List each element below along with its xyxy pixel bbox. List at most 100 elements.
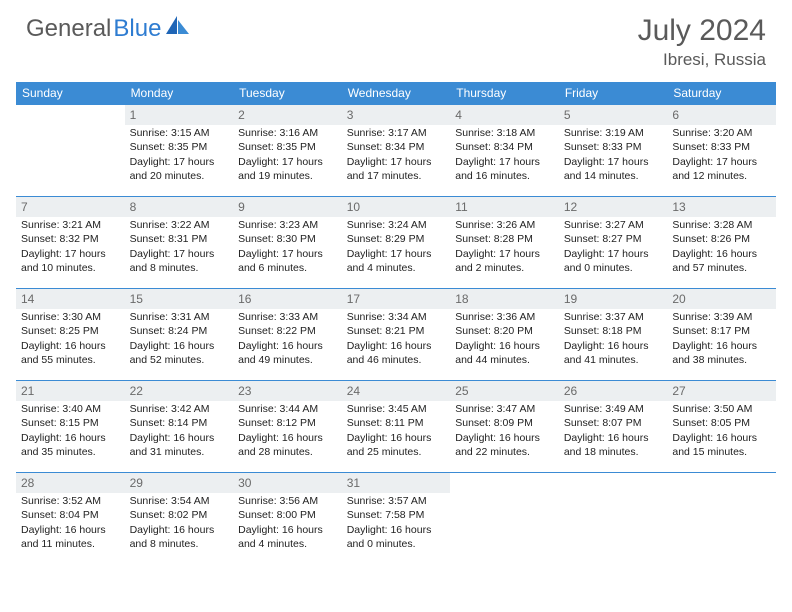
sunset-line: Sunset: 8:22 PM	[238, 324, 337, 338]
calendar-header-row: SundayMondayTuesdayWednesdayThursdayFrid…	[16, 82, 776, 105]
daylight-line: Daylight: 16 hours and 57 minutes.	[672, 247, 771, 275]
weekday-header: Wednesday	[342, 82, 451, 105]
sunrise-line: Sunrise: 3:24 AM	[347, 218, 446, 232]
sunset-line: Sunset: 8:33 PM	[564, 140, 663, 154]
day-number: 29	[125, 473, 234, 493]
sunrise-line: Sunrise: 3:33 AM	[238, 310, 337, 324]
day-details: Sunrise: 3:45 AMSunset: 8:11 PMDaylight:…	[342, 401, 451, 459]
sunset-line: Sunset: 8:29 PM	[347, 232, 446, 246]
sunset-line: Sunset: 8:15 PM	[21, 416, 120, 430]
sunset-line: Sunset: 8:28 PM	[455, 232, 554, 246]
calendar-week-row: 7Sunrise: 3:21 AMSunset: 8:32 PMDaylight…	[16, 197, 776, 289]
sunrise-line: Sunrise: 3:31 AM	[130, 310, 229, 324]
sunset-line: Sunset: 8:35 PM	[130, 140, 229, 154]
sunset-line: Sunset: 8:24 PM	[130, 324, 229, 338]
sunset-line: Sunset: 8:20 PM	[455, 324, 554, 338]
day-details: Sunrise: 3:50 AMSunset: 8:05 PMDaylight:…	[667, 401, 776, 459]
day-details: Sunrise: 3:40 AMSunset: 8:15 PMDaylight:…	[16, 401, 125, 459]
daylight-line: Daylight: 17 hours and 14 minutes.	[564, 155, 663, 183]
day-details: Sunrise: 3:54 AMSunset: 8:02 PMDaylight:…	[125, 493, 234, 551]
day-details: Sunrise: 3:21 AMSunset: 8:32 PMDaylight:…	[16, 217, 125, 275]
sunrise-line: Sunrise: 3:22 AM	[130, 218, 229, 232]
day-details: Sunrise: 3:34 AMSunset: 8:21 PMDaylight:…	[342, 309, 451, 367]
daylight-line: Daylight: 16 hours and 28 minutes.	[238, 431, 337, 459]
day-number: 9	[233, 197, 342, 217]
sunset-line: Sunset: 8:05 PM	[672, 416, 771, 430]
sunrise-line: Sunrise: 3:44 AM	[238, 402, 337, 416]
day-number: 26	[559, 381, 668, 401]
day-number: 18	[450, 289, 559, 309]
day-number: 17	[342, 289, 451, 309]
sunrise-line: Sunrise: 3:49 AM	[564, 402, 663, 416]
daylight-line: Daylight: 16 hours and 22 minutes.	[455, 431, 554, 459]
calendar-day-cell: 20Sunrise: 3:39 AMSunset: 8:17 PMDayligh…	[667, 289, 776, 381]
calendar-day-cell: 8Sunrise: 3:22 AMSunset: 8:31 PMDaylight…	[125, 197, 234, 289]
sunset-line: Sunset: 8:25 PM	[21, 324, 120, 338]
day-details: Sunrise: 3:39 AMSunset: 8:17 PMDaylight:…	[667, 309, 776, 367]
daylight-line: Daylight: 17 hours and 16 minutes.	[455, 155, 554, 183]
sunrise-line: Sunrise: 3:52 AM	[21, 494, 120, 508]
day-number: 7	[16, 197, 125, 217]
day-number: 1	[125, 105, 234, 125]
sunset-line: Sunset: 8:27 PM	[564, 232, 663, 246]
calendar-day-cell: 16Sunrise: 3:33 AMSunset: 8:22 PMDayligh…	[233, 289, 342, 381]
calendar-day-cell: 19Sunrise: 3:37 AMSunset: 8:18 PMDayligh…	[559, 289, 668, 381]
sunrise-line: Sunrise: 3:19 AM	[564, 126, 663, 140]
day-details: Sunrise: 3:26 AMSunset: 8:28 PMDaylight:…	[450, 217, 559, 275]
sunset-line: Sunset: 8:34 PM	[347, 140, 446, 154]
day-number: 19	[559, 289, 668, 309]
day-number: 4	[450, 105, 559, 125]
calendar-table: SundayMondayTuesdayWednesdayThursdayFrid…	[16, 82, 776, 565]
calendar-empty-cell	[559, 473, 668, 565]
daylight-line: Daylight: 17 hours and 17 minutes.	[347, 155, 446, 183]
day-number: 3	[342, 105, 451, 125]
calendar-day-cell: 10Sunrise: 3:24 AMSunset: 8:29 PMDayligh…	[342, 197, 451, 289]
daylight-line: Daylight: 16 hours and 55 minutes.	[21, 339, 120, 367]
daylight-line: Daylight: 16 hours and 41 minutes.	[564, 339, 663, 367]
calendar-day-cell: 9Sunrise: 3:23 AMSunset: 8:30 PMDaylight…	[233, 197, 342, 289]
day-details: Sunrise: 3:20 AMSunset: 8:33 PMDaylight:…	[667, 125, 776, 183]
logo-text-blue: Blue	[113, 15, 161, 43]
sunrise-line: Sunrise: 3:50 AM	[672, 402, 771, 416]
day-details: Sunrise: 3:56 AMSunset: 8:00 PMDaylight:…	[233, 493, 342, 551]
calendar-week-row: 21Sunrise: 3:40 AMSunset: 8:15 PMDayligh…	[16, 381, 776, 473]
day-number: 16	[233, 289, 342, 309]
day-details: Sunrise: 3:49 AMSunset: 8:07 PMDaylight:…	[559, 401, 668, 459]
sunrise-line: Sunrise: 3:39 AM	[672, 310, 771, 324]
day-details: Sunrise: 3:52 AMSunset: 8:04 PMDaylight:…	[16, 493, 125, 551]
calendar-day-cell: 11Sunrise: 3:26 AMSunset: 8:28 PMDayligh…	[450, 197, 559, 289]
day-details: Sunrise: 3:27 AMSunset: 8:27 PMDaylight:…	[559, 217, 668, 275]
daylight-line: Daylight: 16 hours and 52 minutes.	[130, 339, 229, 367]
calendar-day-cell: 17Sunrise: 3:34 AMSunset: 8:21 PMDayligh…	[342, 289, 451, 381]
day-details: Sunrise: 3:15 AMSunset: 8:35 PMDaylight:…	[125, 125, 234, 183]
day-details: Sunrise: 3:33 AMSunset: 8:22 PMDaylight:…	[233, 309, 342, 367]
day-number: 15	[125, 289, 234, 309]
daylight-line: Daylight: 16 hours and 15 minutes.	[672, 431, 771, 459]
day-number: 12	[559, 197, 668, 217]
weekday-header: Thursday	[450, 82, 559, 105]
day-number: 30	[233, 473, 342, 493]
calendar-empty-cell	[667, 473, 776, 565]
location: Ibresi, Russia	[638, 50, 766, 70]
calendar-day-cell: 23Sunrise: 3:44 AMSunset: 8:12 PMDayligh…	[233, 381, 342, 473]
sunset-line: Sunset: 8:18 PM	[564, 324, 663, 338]
sunset-line: Sunset: 8:17 PM	[672, 324, 771, 338]
calendar-empty-cell	[16, 105, 125, 197]
calendar-day-cell: 22Sunrise: 3:42 AMSunset: 8:14 PMDayligh…	[125, 381, 234, 473]
sunset-line: Sunset: 8:21 PM	[347, 324, 446, 338]
calendar-day-cell: 25Sunrise: 3:47 AMSunset: 8:09 PMDayligh…	[450, 381, 559, 473]
daylight-line: Daylight: 16 hours and 25 minutes.	[347, 431, 446, 459]
day-details: Sunrise: 3:22 AMSunset: 8:31 PMDaylight:…	[125, 217, 234, 275]
daylight-line: Daylight: 17 hours and 10 minutes.	[21, 247, 120, 275]
calendar-day-cell: 7Sunrise: 3:21 AMSunset: 8:32 PMDaylight…	[16, 197, 125, 289]
day-number: 10	[342, 197, 451, 217]
day-details: Sunrise: 3:16 AMSunset: 8:35 PMDaylight:…	[233, 125, 342, 183]
sunrise-line: Sunrise: 3:16 AM	[238, 126, 337, 140]
sunrise-line: Sunrise: 3:15 AM	[130, 126, 229, 140]
calendar-day-cell: 3Sunrise: 3:17 AMSunset: 8:34 PMDaylight…	[342, 105, 451, 197]
weekday-header: Saturday	[667, 82, 776, 105]
calendar-empty-cell	[450, 473, 559, 565]
day-number: 27	[667, 381, 776, 401]
sunrise-line: Sunrise: 3:45 AM	[347, 402, 446, 416]
daylight-line: Daylight: 17 hours and 2 minutes.	[455, 247, 554, 275]
